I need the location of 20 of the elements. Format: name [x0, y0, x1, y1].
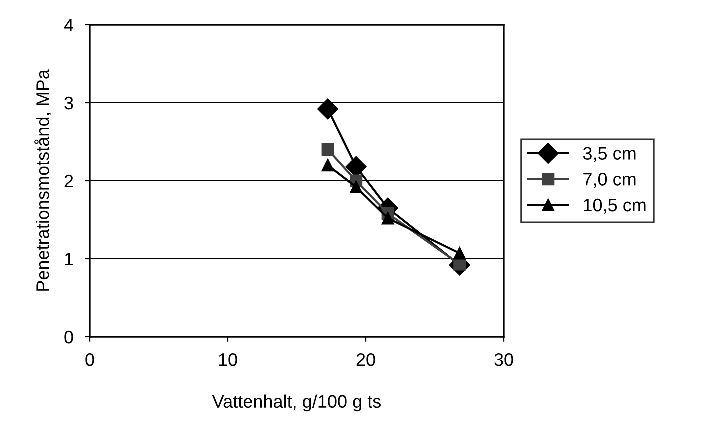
- point: [322, 144, 334, 156]
- x-axis-title: Vattenhalt, g/100 g ts: [212, 394, 382, 412]
- y-axis-title: Penetrationsmotstånd, MPa: [34, 70, 52, 291]
- y-tick-label: 0: [64, 330, 74, 344]
- point: [322, 159, 334, 172]
- point: [318, 98, 339, 120]
- x-tick-label: 20: [356, 353, 376, 366]
- legend-label: 3,5 cm: [583, 147, 636, 162]
- x-tick-label: 10: [219, 353, 238, 366]
- y-tick-label: 4: [64, 19, 74, 32]
- point: [382, 212, 394, 225]
- point: [350, 180, 363, 194]
- y-tick-label: 1: [65, 253, 74, 266]
- legend-label: 7,0 cm: [584, 173, 636, 188]
- x-tick-label: 0: [86, 353, 94, 366]
- y-tick-label: 2: [64, 174, 74, 188]
- legend-label: 10,5 cm: [584, 198, 646, 214]
- point: [454, 247, 466, 260]
- y-tick-label: 3: [64, 96, 74, 110]
- x-tick-label: 30: [494, 353, 514, 366]
